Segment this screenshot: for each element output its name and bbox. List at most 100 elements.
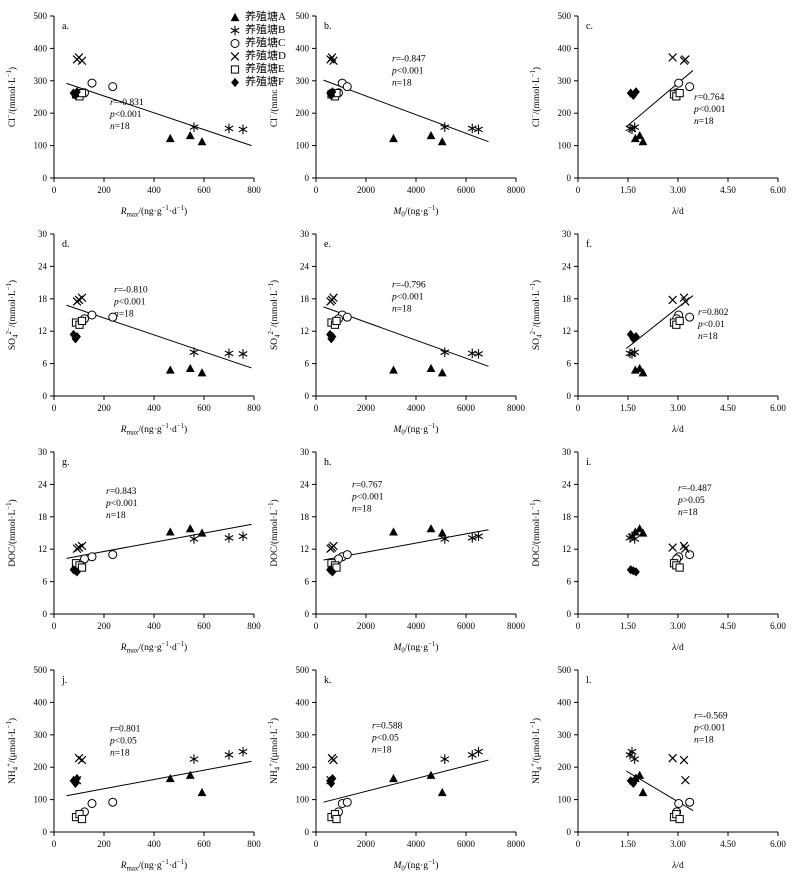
svg-text:n=18: n=18 — [678, 508, 698, 518]
subplot-i: 0 1.50 3.00 4.50 6.00 0 6 12 18 24 30 λ/d DOC/(mmol·… — [528, 438, 790, 656]
x-axis-label: M0/(ng·g−1) — [393, 641, 439, 655]
x-tick-label: 1.50 — [620, 403, 636, 413]
y-tick-label: 12 — [562, 544, 571, 554]
x-tick-label: 0 — [52, 621, 57, 631]
panel-letter: l. — [586, 675, 591, 686]
series-C — [672, 550, 695, 564]
x-tick-label: 800 — [247, 403, 261, 413]
series-D — [668, 541, 690, 553]
stats-annotation: r=-0.487 p>0.05 n=18 — [677, 484, 712, 518]
x-tick-label: 6000 — [457, 839, 476, 849]
y-tick-label: 300 — [558, 76, 572, 86]
y-tick-label: 0 — [305, 827, 310, 837]
x-tick-label: 600 — [197, 403, 211, 413]
y-tick-label: 0 — [305, 173, 310, 183]
panel-letter: c. — [586, 21, 593, 32]
x-tick-label: 600 — [197, 621, 211, 631]
y-tick-label: 30 — [300, 447, 310, 457]
y-tick-label: 6 — [567, 359, 572, 369]
legend-item-F: 养殖塘F — [227, 76, 286, 89]
y-axis-label: SO42−/(mmol·L−1) — [6, 280, 20, 350]
x-tick-label: 4.50 — [720, 839, 736, 849]
y-tick-label: 300 — [34, 730, 48, 740]
series-D — [668, 53, 690, 66]
subplot-canvas-f: 0 1.50 3.00 4.50 6.00 0 6 12 18 24 30 λ/d SO42−/(mmo… — [530, 229, 786, 435]
x-tick-label: 400 — [147, 839, 161, 849]
series-A — [165, 524, 207, 537]
svg-text:n=18: n=18 — [106, 511, 126, 521]
series-A — [389, 363, 447, 377]
regression-line — [66, 304, 252, 369]
series-A — [389, 130, 447, 146]
subplot-canvas-j: 0 200 400 600 800 0 100 200 300 400 500 Rmax/(ng·g−… — [6, 665, 262, 873]
x-tick-label: 2000 — [357, 185, 376, 195]
x-tick-label: 200 — [97, 185, 111, 195]
y-tick-label: 400 — [558, 43, 572, 53]
y-tick-label: 12 — [300, 326, 309, 336]
y-tick-label: 400 — [34, 43, 48, 53]
svg-text:p<0.05: p<0.05 — [371, 733, 399, 743]
subplot-j: 0 200 400 600 800 0 100 200 300 400 500 Rmax/(ng·g−… — [4, 656, 266, 874]
x-tick-label: 800 — [247, 621, 261, 631]
series-D — [72, 293, 87, 306]
y-tick-label: 30 — [38, 447, 48, 457]
legend-item-C: 养殖塘C — [227, 37, 286, 50]
x-tick-label: 3.00 — [670, 185, 686, 195]
panel-letter: a. — [62, 21, 69, 32]
series-B — [440, 122, 483, 135]
series-E — [327, 559, 341, 572]
y-tick-label: 18 — [38, 512, 48, 522]
svg-text:r=0.588: r=0.588 — [372, 721, 403, 731]
svg-text:p<0.001: p<0.001 — [391, 66, 424, 76]
x-cross-icon — [230, 52, 240, 61]
subplot-canvas-e: 0 2000 4000 6000 8000 0 6 12 18 24 30 M0/(ng·g−1) SO… — [268, 229, 526, 437]
x-tick-label: 2000 — [357, 403, 376, 413]
subplot-d: 0 200 400 600 800 0 6 12 18 24 30 Rmax/(ng·g−1·d−1)… — [4, 220, 266, 438]
x-tick-label: 4.50 — [720, 403, 736, 413]
series-E — [669, 316, 684, 329]
y-tick-label: 400 — [296, 43, 310, 53]
svg-text:r=0.767: r=0.767 — [352, 481, 383, 491]
x-tick-label: 6.00 — [770, 839, 786, 849]
series-A — [165, 770, 207, 797]
y-tick-label: 24 — [38, 261, 48, 271]
legend-label: 养殖塘E — [245, 63, 285, 75]
x-tick-label: 1.50 — [620, 839, 636, 849]
svg-text:p<0.001: p<0.001 — [391, 292, 424, 302]
y-tick-label: 300 — [34, 76, 48, 86]
y-tick-label: 0 — [43, 173, 48, 183]
subplot-b: 0 2000 4000 6000 8000 0 100 200 300 400 500 M0/(ng·… — [266, 2, 528, 220]
y-tick-label: 500 — [296, 665, 310, 675]
svg-text:r=0.843: r=0.843 — [106, 487, 137, 497]
panel-letter: k. — [324, 675, 332, 686]
series-A — [630, 524, 648, 537]
axes: 0 200 400 600 800 0 100 200 300 400 500 — [34, 665, 262, 849]
x-tick-label: 200 — [97, 621, 111, 631]
x-axis-label: λ/d — [671, 207, 684, 217]
y-axis-label: Cl−/(mmol·L−1) — [530, 67, 542, 127]
svg-text:p<0.001: p<0.001 — [693, 724, 726, 734]
y-tick-label: 0 — [305, 391, 310, 401]
y-tick-label: 200 — [558, 108, 572, 118]
series-B — [440, 347, 483, 359]
y-tick-label: 30 — [38, 229, 48, 239]
legend: 养殖塘A 养殖塘B 养殖塘C 养殖塘D 养殖塘E 养殖塘F — [224, 10, 289, 90]
y-axis-label: NH4+/(μmol·L−1) — [6, 718, 20, 784]
series-B — [440, 746, 483, 764]
x-tick-label: 0 — [314, 403, 319, 413]
x-axis-label: Rmax/(ng·g−1·d−1) — [120, 641, 187, 655]
x-tick-label: 3.00 — [670, 839, 686, 849]
series-F — [69, 329, 81, 344]
svg-text:p<0.001: p<0.001 — [105, 499, 138, 509]
y-tick-label: 0 — [43, 391, 48, 401]
y-axis-label: NH4+/(μmol·L−1) — [530, 718, 544, 784]
y-tick-label: 30 — [562, 447, 572, 457]
series-D — [668, 293, 690, 306]
series-B — [625, 746, 640, 764]
y-tick-label: 100 — [34, 141, 48, 151]
x-tick-label: 6.00 — [770, 621, 786, 631]
svg-text:n=18: n=18 — [110, 749, 130, 759]
series-A — [165, 363, 207, 377]
x-axis-label: M0/(ng·g−1) — [393, 423, 439, 437]
x-tick-label: 800 — [247, 185, 261, 195]
